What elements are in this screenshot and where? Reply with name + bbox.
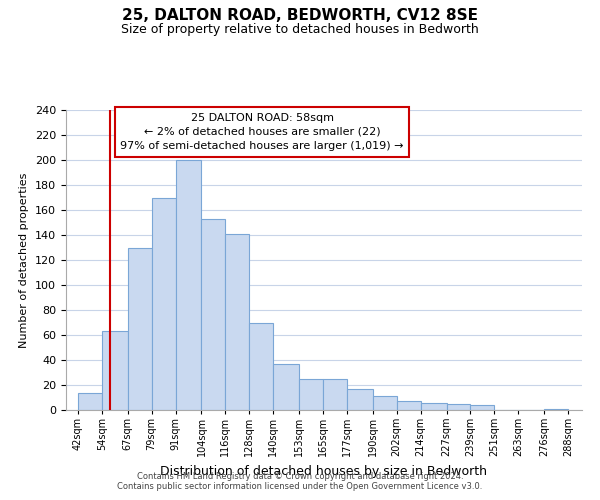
Bar bbox=[323, 379, 347, 410]
Bar bbox=[102, 331, 128, 410]
Text: 25, DALTON ROAD, BEDWORTH, CV12 8SE: 25, DALTON ROAD, BEDWORTH, CV12 8SE bbox=[122, 8, 478, 22]
Bar bbox=[226, 234, 249, 410]
X-axis label: Distribution of detached houses by size in Bedworth: Distribution of detached houses by size … bbox=[161, 465, 487, 478]
Bar bbox=[470, 405, 494, 410]
Bar bbox=[202, 219, 226, 410]
Text: 25 DALTON ROAD: 58sqm
← 2% of detached houses are smaller (22)
97% of semi-detac: 25 DALTON ROAD: 58sqm ← 2% of detached h… bbox=[121, 113, 404, 151]
Text: Contains public sector information licensed under the Open Government Licence v3: Contains public sector information licen… bbox=[118, 482, 482, 491]
Bar bbox=[249, 322, 273, 410]
Bar bbox=[273, 364, 299, 410]
Bar bbox=[299, 379, 323, 410]
Bar bbox=[421, 402, 446, 410]
Y-axis label: Number of detached properties: Number of detached properties bbox=[19, 172, 29, 348]
Text: Size of property relative to detached houses in Bedworth: Size of property relative to detached ho… bbox=[121, 22, 479, 36]
Bar bbox=[397, 401, 421, 410]
Bar bbox=[128, 248, 152, 410]
Bar bbox=[347, 389, 373, 410]
Bar bbox=[78, 392, 102, 410]
Text: Contains HM Land Registry data © Crown copyright and database right 2024.: Contains HM Land Registry data © Crown c… bbox=[137, 472, 463, 481]
Bar bbox=[544, 409, 568, 410]
Bar bbox=[373, 396, 397, 410]
Bar bbox=[152, 198, 176, 410]
Bar bbox=[446, 404, 470, 410]
Bar bbox=[176, 160, 202, 410]
